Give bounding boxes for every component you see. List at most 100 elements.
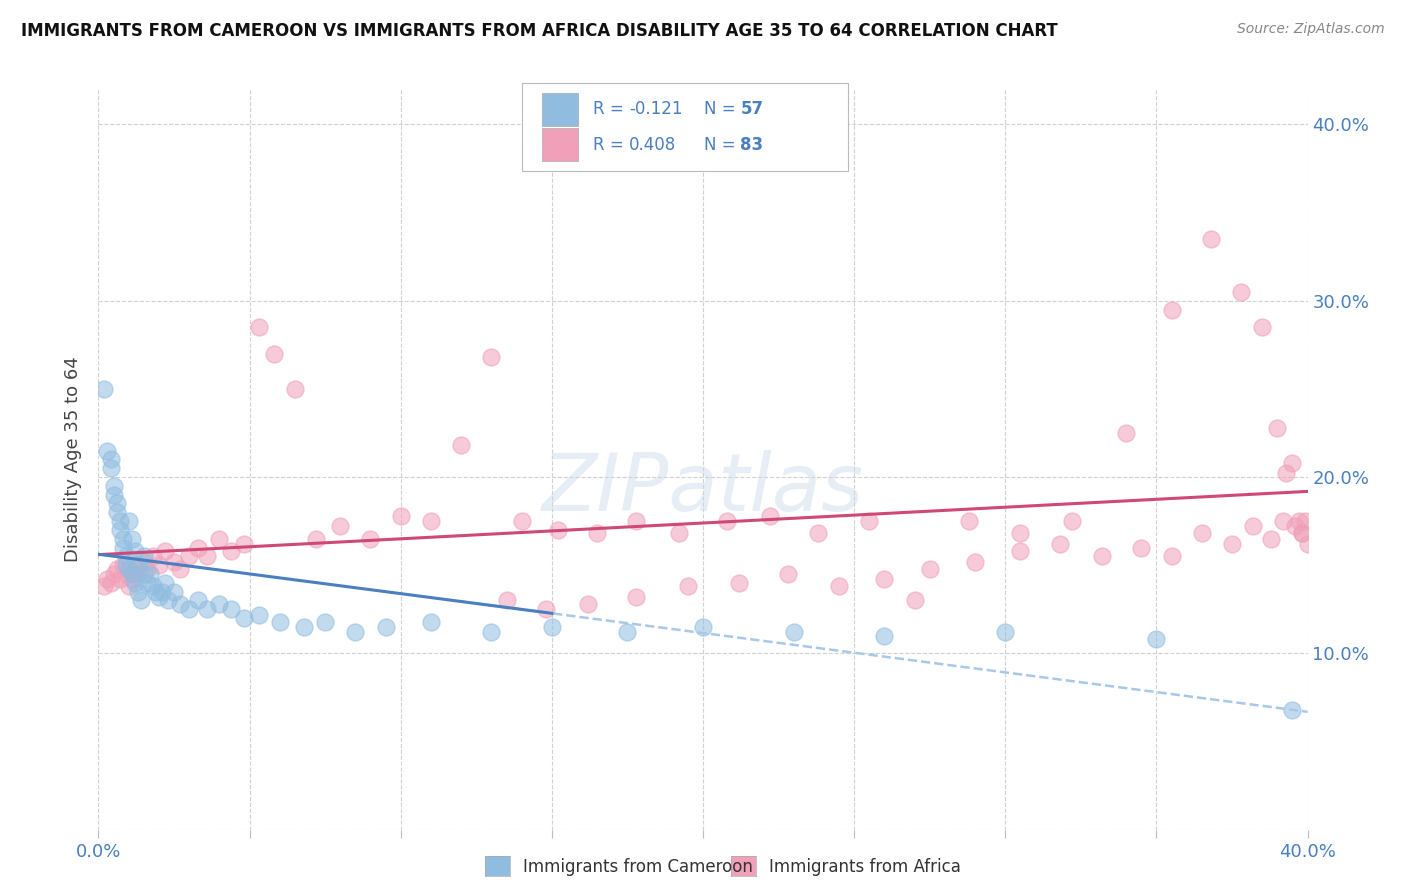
Point [481,350,503,364]
Text: Source: ZipAtlas.com: Source: ZipAtlas.com [1237,22,1385,37]
Point [1275,467,1298,481]
Text: N =: N = [704,101,741,119]
Point [169,562,191,576]
Text: 83: 83 [741,136,763,153]
Point [716,514,738,528]
Point [1296,537,1319,551]
Point [163,555,186,569]
Point [1281,703,1303,717]
Text: N =: N = [704,136,741,153]
Point [96,572,118,586]
Point [148,558,170,573]
Point [1010,526,1032,541]
Point [108,514,131,528]
Point [547,523,569,537]
Point [918,562,941,576]
Point [616,625,638,640]
Point [127,566,149,581]
Point [142,579,165,593]
Point [776,566,799,581]
Point [1191,526,1213,541]
Point [105,496,128,510]
Point [163,584,186,599]
Point [450,438,472,452]
Point [187,593,209,607]
Point [807,526,830,541]
Point [1284,519,1306,533]
Point [221,544,243,558]
Point [957,514,980,528]
Point [118,562,141,576]
Point [145,584,167,599]
Point [135,575,157,590]
Point [1130,541,1153,555]
Point [1267,420,1289,434]
Point [132,566,155,581]
Point [111,541,134,555]
Point [195,602,218,616]
Point [118,514,141,528]
Point [269,615,291,629]
Point [668,526,690,541]
Text: ZIPatlas: ZIPatlas [541,450,865,528]
Point [124,575,146,590]
Point [481,625,503,640]
Point [1230,285,1253,299]
Point [100,452,122,467]
Point [153,544,176,558]
FancyBboxPatch shape [543,128,578,161]
FancyBboxPatch shape [522,83,848,170]
Point [873,572,896,586]
Point [150,584,173,599]
Point [1144,632,1167,647]
FancyBboxPatch shape [543,93,578,126]
Point [873,629,896,643]
Y-axis label: Disability Age 35 to 64: Disability Age 35 to 64 [65,357,83,562]
Point [103,566,125,581]
Point [420,514,443,528]
Point [108,572,131,586]
Point [208,532,231,546]
Point [858,514,880,528]
Point [232,611,254,625]
Point [93,382,115,396]
Point [111,558,134,573]
Point [179,602,201,616]
Point [103,488,125,502]
Point [169,597,191,611]
Point [114,558,136,573]
Point [314,615,336,629]
Point [540,620,562,634]
Point [247,320,270,334]
Point [263,346,285,360]
Point [783,625,806,640]
Point [153,575,176,590]
Text: R =: R = [593,136,628,153]
Point [510,514,533,528]
Point [114,566,136,581]
Point [994,625,1017,640]
Text: Immigrants from Cameroon: Immigrants from Cameroon [523,858,752,876]
Point [100,461,122,475]
Point [111,532,134,546]
Point [692,620,714,634]
Text: 57: 57 [741,101,763,119]
Point [576,597,599,611]
Point [1049,537,1071,551]
Point [121,566,143,581]
Point [96,443,118,458]
Point [1291,526,1313,541]
Point [1091,549,1114,564]
Point [626,590,648,604]
Point [586,526,609,541]
Point [108,523,131,537]
Point [284,382,307,396]
Point [135,562,157,576]
Point [1060,514,1083,528]
Point [344,625,367,640]
Point [132,549,155,564]
Point [139,566,162,581]
Text: -0.121: -0.121 [630,101,683,119]
Point [420,615,443,629]
Text: IMMIGRANTS FROM CAMEROON VS IMMIGRANTS FROM AFRICA DISABILITY AGE 35 TO 64 CORRE: IMMIGRANTS FROM CAMEROON VS IMMIGRANTS F… [21,22,1057,40]
